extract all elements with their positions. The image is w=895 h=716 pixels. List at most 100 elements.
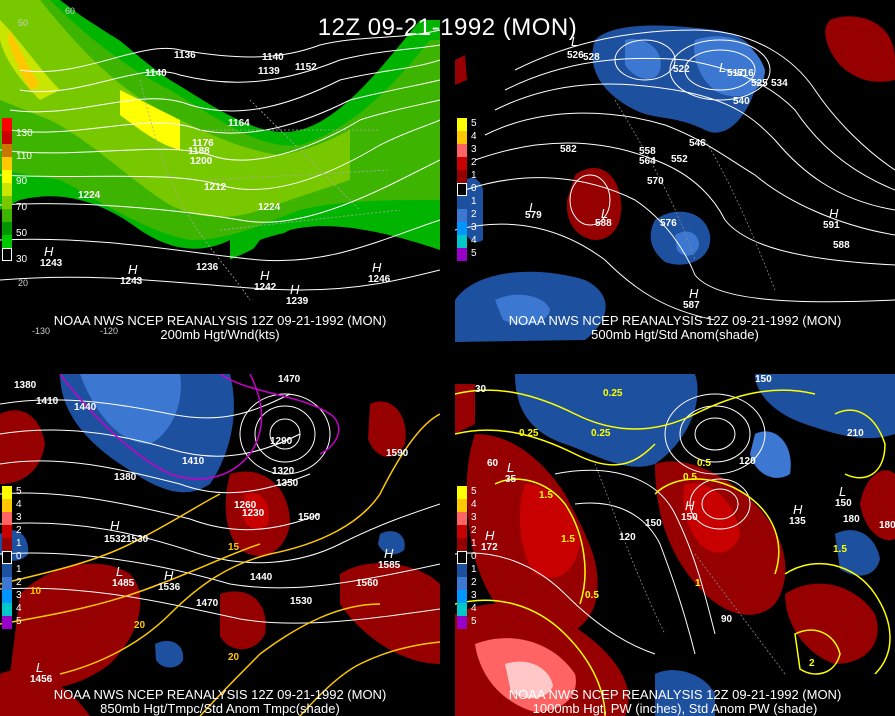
temp-label: 20 xyxy=(228,652,240,663)
low-marker: L xyxy=(36,660,44,675)
legend-value: 2 xyxy=(471,209,477,220)
contour-label: 525 xyxy=(751,78,768,89)
contour-label: 1590 xyxy=(386,448,409,459)
contour-label: 150 xyxy=(755,374,772,385)
contour-label: 552 xyxy=(671,154,688,165)
contour-label: 564 xyxy=(639,156,656,167)
contour-label: 90 xyxy=(721,614,733,625)
caption-source: NOAA NWS NCEP REANALYSIS 12Z 09-21-1992 … xyxy=(508,313,842,328)
high-value: 1536 xyxy=(158,582,181,593)
contour-label: 546 xyxy=(689,138,706,149)
legend-value: 1 xyxy=(471,170,477,181)
pw-label: 0.5 xyxy=(683,472,697,483)
high-value: 591 xyxy=(823,220,840,231)
legend-value: 5 xyxy=(471,616,477,627)
contour-label: 1260 xyxy=(234,500,257,511)
contour-label: 534 xyxy=(771,78,788,89)
tick-label: 60 xyxy=(65,6,76,16)
map-500mb xyxy=(455,16,895,342)
legend-500mb: 5 4 3 2 1 0 1 2 3 4 5 xyxy=(457,118,477,261)
contour-label: 1140 xyxy=(145,68,167,79)
pw-label: 1 xyxy=(695,578,701,589)
low-marker: L xyxy=(507,460,515,475)
contour-label: 1500 xyxy=(298,512,321,523)
contour-label: 210 xyxy=(847,428,864,439)
contour-label: 1164 xyxy=(228,118,250,129)
contour-label: 120 xyxy=(619,532,636,543)
tick-label: -130 xyxy=(32,326,51,336)
legend-value: 30 xyxy=(16,254,28,265)
high-marker: H xyxy=(44,244,54,259)
legend-value: 2 xyxy=(471,577,477,588)
contour-label: 1224 xyxy=(258,202,281,213)
high-value: 1585 xyxy=(378,560,401,571)
high-marker: H xyxy=(384,546,394,561)
low-value: 1485 xyxy=(112,578,135,589)
contour-label: 528 xyxy=(583,52,600,63)
legend-value: 1 xyxy=(471,196,477,207)
contour-label: 1530 xyxy=(290,596,313,607)
contour-label: 1350 xyxy=(276,478,299,489)
high-value: 1246 xyxy=(368,274,391,285)
caption-source: NOAA NWS NCEP REANALYSIS 12Z 09-21-1992 … xyxy=(53,313,387,328)
caption-source: NOAA NWS NCEP REANALYSIS 12Z 09-21-1992 … xyxy=(53,687,387,702)
contour-label: 30 xyxy=(475,384,487,395)
legend-value: 3 xyxy=(471,512,477,523)
low-marker: L xyxy=(719,60,727,75)
low-value: 579 xyxy=(525,210,542,221)
high-marker: H xyxy=(290,282,300,297)
contour-label: 1440 xyxy=(250,572,273,583)
legend-value: 3 xyxy=(16,512,22,523)
legend-200mb: 130 110 90 70 50 30 xyxy=(2,118,33,265)
pw-label: 1.5 xyxy=(539,490,553,501)
pw-label: 0.5 xyxy=(585,590,599,601)
legend-value: 5 xyxy=(471,248,477,259)
legend-850mb: 5 4 3 2 1 0 1 2 3 4 5 xyxy=(2,486,22,629)
pw-label: 2 xyxy=(809,658,815,669)
contour-label: 582 xyxy=(560,144,577,155)
high-value: 1243 xyxy=(120,276,143,287)
temp-label: 15 xyxy=(228,542,240,553)
low-value: 517 xyxy=(727,68,744,79)
legend-value: 110 xyxy=(16,151,32,162)
high-marker: H xyxy=(128,262,138,277)
contour-label: 150 xyxy=(645,518,662,529)
legend-value: 5 xyxy=(471,486,477,497)
contour-label: 1139 xyxy=(258,66,280,77)
pw-label: 0.25 xyxy=(603,388,623,399)
pw-label: 0.25 xyxy=(519,428,539,439)
legend-value: 5 xyxy=(471,118,477,129)
low-marker: L xyxy=(571,34,579,49)
contour-label: 1188 xyxy=(188,146,210,157)
legend-value: 4 xyxy=(471,235,477,246)
high-value: 150 xyxy=(681,512,698,523)
low-marker: L xyxy=(601,206,609,221)
pw-label: 1.5 xyxy=(833,544,847,555)
contour-label: 516 xyxy=(737,68,754,79)
legend-value: 0 xyxy=(471,551,477,562)
high-marker: H xyxy=(164,568,174,583)
map-1000mb xyxy=(455,374,895,716)
legend-value: 4 xyxy=(471,131,477,142)
contour-label: 1212 xyxy=(204,182,227,193)
legend-value: 90 xyxy=(16,176,28,187)
high-marker: H xyxy=(260,268,270,283)
high-value: 1239 xyxy=(286,296,309,307)
contour-label: 1410 xyxy=(182,456,205,467)
caption-source: NOAA NWS NCEP REANALYSIS 12Z 09-21-1992 … xyxy=(508,687,842,702)
legend-value: 4 xyxy=(471,499,477,510)
contour-label: 540 xyxy=(733,96,750,107)
low-marker: L xyxy=(839,484,847,499)
panel-200mb: 130 110 90 70 50 30 50 60 20 -130 -120 1… xyxy=(0,0,440,342)
temp-label: 20 xyxy=(134,620,146,631)
legend-value: 3 xyxy=(471,144,477,155)
contour-label: 60 xyxy=(487,458,499,469)
high-marker: H xyxy=(110,518,120,533)
temp-label: 10 xyxy=(30,586,42,597)
legend-value: 0 xyxy=(16,551,22,562)
legend-value: 1 xyxy=(471,564,477,575)
legend-value: 2 xyxy=(16,577,22,588)
high-value: 1532 xyxy=(104,534,127,545)
